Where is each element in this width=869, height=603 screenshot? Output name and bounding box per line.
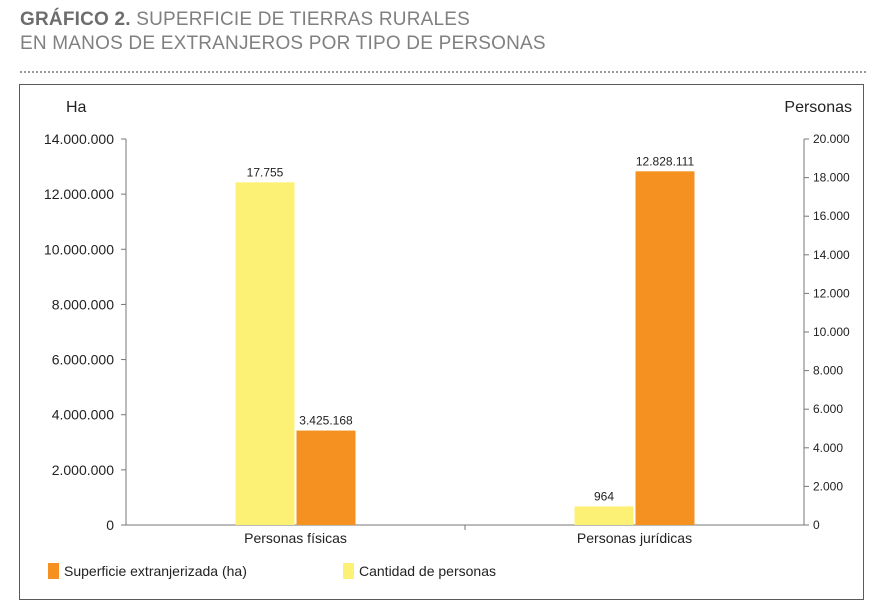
chart-labels: Personas físicas Personas jurídicas 17.755… xyxy=(244,154,694,546)
legend-item-cantidad: Cantidad de personas xyxy=(343,563,496,579)
chart-header: GRÁFICO 2. SUPERFICIE DE TIERRAS RURALES… xyxy=(20,8,866,56)
right-tick-label: 16.000 xyxy=(813,209,850,223)
left-tick-label: 10.000.000 xyxy=(44,241,114,257)
left-tick-label: 4.000.000 xyxy=(52,407,114,423)
chart-frame xyxy=(19,84,864,600)
right-tick-label: 4.000 xyxy=(813,441,843,455)
bar-value-label: 964 xyxy=(594,489,614,503)
left-tick-label: 0 xyxy=(106,517,114,533)
left-axis-label: Ha xyxy=(66,99,87,116)
right-tick-label: 6.000 xyxy=(813,402,843,416)
bar-superficie xyxy=(635,171,695,525)
left-tick-label: 8.000.000 xyxy=(52,296,114,312)
bar-superficie xyxy=(296,430,356,525)
chart-bars xyxy=(235,171,695,526)
legend-swatch-superficie xyxy=(48,563,59,579)
chart-title-line-2: EN MANOS DE EXTRANJEROS POR TIPO DE PERS… xyxy=(20,33,546,54)
right-tick-label: 2.000 xyxy=(813,479,843,493)
chart-title-prefix: GRÁFICO 2. xyxy=(20,9,131,30)
legend-swatch-cantidad xyxy=(343,563,354,579)
right-tick-label: 0 xyxy=(813,518,820,532)
left-tick-label: 2.000.000 xyxy=(52,462,114,478)
bar-cantidad-personas xyxy=(235,182,295,526)
right-tick-label: 10.000 xyxy=(813,325,850,339)
bar-value-label: 12.828.111 xyxy=(636,154,695,168)
category-label: Personas jurídicas xyxy=(577,530,692,546)
chart-title-line-1: GRÁFICO 2. SUPERFICIE DE TIERRAS RURALES xyxy=(20,8,866,32)
bar-value-label: 17.755 xyxy=(247,165,284,179)
category-label: Personas físicas xyxy=(244,530,347,546)
legend-item-superficie: Superficie extranjerizada (ha) xyxy=(48,563,247,579)
bar-value-label: 3.425.168 xyxy=(299,414,353,428)
right-axis-label: Personas xyxy=(784,99,852,116)
right-tick-label: 8.000 xyxy=(813,364,843,378)
bar-cantidad-personas xyxy=(574,506,634,525)
right-tick-label: 12.000 xyxy=(813,286,850,300)
left-tick-label: 12.000.000 xyxy=(44,186,114,202)
chart-title-text-1: SUPERFICIE DE TIERRAS RURALES xyxy=(136,9,471,30)
right-tick-label: 18.000 xyxy=(813,171,850,185)
header-dotted-divider xyxy=(20,71,866,73)
left-tick-label: 14.000.000 xyxy=(44,131,114,147)
chart-axes: 0 2.000.000 4.000.000 6.000.000 8.000.000 10.… xyxy=(44,131,850,533)
left-tick-label: 6.000.000 xyxy=(52,352,114,368)
right-tick-label: 20.000 xyxy=(813,132,850,146)
legend-label-superficie: Superficie extranjerizada (ha) xyxy=(64,563,247,579)
legend-label-cantidad: Cantidad de personas xyxy=(359,563,496,579)
right-tick-label: 14.000 xyxy=(813,248,850,262)
